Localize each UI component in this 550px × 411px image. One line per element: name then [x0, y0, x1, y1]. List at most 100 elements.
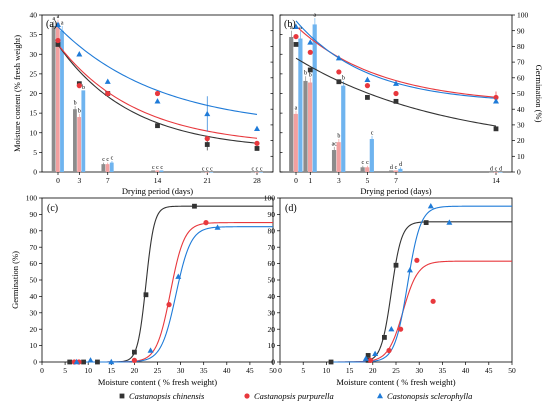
moisture-point-sclerophylla [307, 39, 314, 45]
significance-letter: d [490, 167, 493, 173]
y-tick-label: 50 [268, 276, 276, 285]
germination-point-sclerophylla [406, 266, 413, 273]
legend: Castanopsis chinensis Castanopsis purpure… [119, 391, 472, 401]
germination-fit-curve-sclerophylla [331, 205, 512, 363]
germination-point-sclerophylla [175, 273, 182, 279]
germination-bar-sclerophylla [159, 170, 164, 172]
germination-bar-purpurella [393, 170, 398, 172]
germination-bar-chinensis [489, 172, 494, 173]
y-tick-label: 100 [26, 194, 38, 203]
significance-letter: b [337, 134, 340, 140]
significance-letter: a [290, 25, 293, 31]
y2-tick-label: 40 [517, 105, 525, 114]
significance-letter: a [314, 13, 317, 19]
x-tick-label: 25 [154, 366, 162, 375]
panel-label: (c) [47, 203, 58, 214]
germination-bar-purpurella [493, 172, 498, 173]
significance-letter: a [57, 14, 60, 20]
panel-label: (a) [46, 19, 57, 30]
panel-d-chart: 0 5 10 15 20 25 30 35 40 45 5001020304050607080901… [264, 194, 516, 387]
germination-point-purpurella [203, 220, 209, 226]
significance-letter: c [160, 165, 163, 171]
x-tick-label: 10 [323, 366, 331, 375]
germination-point-sclerophylla [446, 219, 453, 225]
germination-bar-chinensis [51, 25, 56, 172]
panel-c-chart: 0 5 10 15 20 25 30 35 40 45 5001020304050607080901… [10, 194, 277, 387]
germination-bar-purpurella [293, 113, 298, 172]
germination-bar-chinensis [151, 170, 155, 172]
y-tick-label: 20 [30, 89, 38, 98]
y-tick-label: 35 [30, 30, 38, 39]
moisture-point-chinensis [307, 67, 313, 73]
germination-point-sclerophylla [372, 350, 379, 356]
x-tick-label: 21 [204, 176, 212, 185]
significance-letter: a [295, 105, 298, 111]
y2-tick-label: 30 [517, 121, 525, 130]
germination-point-chinensis [67, 359, 73, 365]
significance-letter: b [304, 71, 307, 77]
significance-letter: c [251, 167, 254, 173]
y-tick-label: 5 [33, 148, 37, 157]
moisture-point-purpurella [336, 69, 342, 75]
moisture-point-chinensis [254, 146, 260, 151]
significance-letter: c [102, 157, 105, 163]
moisture-point-purpurella [493, 94, 499, 101]
significance-letter: b [309, 72, 312, 78]
significance-letter: d [399, 162, 402, 168]
significance-letter: c [202, 167, 205, 173]
germination-point-chinensis [382, 335, 387, 340]
y2-tick-label: 90 [517, 26, 525, 35]
moisture-point-sclerophylla [55, 21, 61, 28]
moisture-fit-curve-sclerophylla [57, 26, 258, 115]
y-axis-title: Moisture content (% fresh weight) [12, 35, 22, 152]
moisture-point-purpurella [204, 136, 210, 142]
moisture-point-sclerophylla [364, 76, 371, 82]
y-tick-label: 25 [30, 69, 38, 78]
x-tick-label: 7 [394, 176, 398, 185]
germination-bar-chinensis [101, 164, 106, 172]
germination-bar-sclerophylla [369, 139, 374, 172]
y-tick-label: 0 [271, 358, 275, 367]
moisture-point-sclerophylla [154, 98, 161, 104]
germination-point-sclerophylla [147, 347, 154, 353]
y-tick-label: 30 [30, 50, 38, 59]
y2-tick-label: 70 [517, 58, 525, 67]
moisture-point-chinensis [393, 98, 399, 104]
significance-letter: c [371, 130, 374, 136]
moisture-point-sclerophylla [254, 125, 260, 132]
x-tick-label: 3 [337, 176, 341, 185]
moisture-point-purpurella [105, 90, 111, 97]
significance-letter: c [361, 160, 364, 166]
moisture-point-chinensis [365, 95, 370, 100]
germination-bar-sclerophylla [498, 172, 503, 173]
x-tick-label: 0 [56, 176, 60, 185]
y-tick-label: 0 [33, 168, 37, 177]
significance-letter: b [78, 108, 81, 114]
germination-point-purpurella [398, 326, 404, 332]
y-tick-label: 30 [30, 308, 38, 317]
significance-letter: c [260, 167, 263, 173]
y-tick-label: 80 [268, 226, 276, 235]
moisture-point-sclerophylla [204, 110, 211, 117]
x-axis-title: Drying period (days) [122, 186, 193, 196]
y-tick-label: 80 [30, 226, 38, 235]
germination-bar-sclerophylla [259, 172, 263, 173]
moisture-point-sclerophylla [393, 80, 399, 86]
germination-point-sclerophylla [362, 355, 369, 361]
y-tick-label: 10 [30, 341, 38, 350]
significance-letter: a [61, 20, 64, 26]
significance-letter: c [156, 165, 159, 171]
moisture-point-sclerophylla [493, 98, 499, 104]
x-tick-label: 20 [369, 366, 377, 375]
germination-bar-purpurella [254, 172, 259, 173]
x-tick-label: 50 [269, 366, 277, 375]
x-tick-label: 25 [392, 366, 400, 375]
x-tick-label: 0 [40, 366, 44, 375]
germination-point-chinensis [143, 292, 149, 298]
moisture-point-sclerophylla [76, 51, 83, 57]
x-tick-label: 0 [294, 176, 298, 185]
germination-point-sclerophylla [388, 326, 395, 332]
moisture-point-purpurella [254, 140, 260, 146]
